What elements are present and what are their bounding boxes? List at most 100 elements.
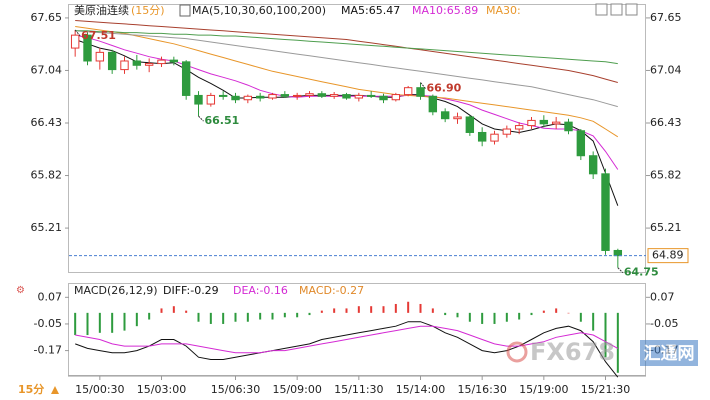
extreme-label: 64.75 [624, 266, 659, 279]
macd-bar [86, 312, 89, 336]
y-tick-label: 65.21 [31, 221, 63, 234]
macd-bar [592, 312, 595, 331]
macd-legend-entry: DIFF:-0.29 [163, 284, 219, 297]
candle-body [107, 51, 117, 71]
candle-body [231, 95, 240, 101]
macd-bar [271, 312, 274, 320]
extreme-pointer [198, 115, 204, 122]
watermark-brand: FX678 [530, 338, 615, 366]
last-price-box [647, 248, 689, 264]
toolbar-button[interactable] [625, 3, 638, 16]
indicator-icon[interactable] [179, 4, 191, 17]
moving-average-line [75, 30, 618, 65]
candle-body [292, 94, 302, 97]
candle-body [342, 94, 351, 99]
y-tick-label: 65.82 [31, 169, 63, 182]
macd-bar [222, 312, 225, 324]
macd-icon[interactable]: ⚙ [16, 285, 25, 296]
candle-body [576, 130, 586, 157]
candle-body [95, 51, 105, 62]
candle-body [317, 93, 327, 97]
candle-body [453, 116, 462, 120]
macd-bar [135, 312, 138, 327]
watermark-logo [506, 341, 528, 363]
macd-bar [197, 312, 200, 322]
y-tick-label: 67.04 [31, 63, 63, 76]
candle-body [132, 60, 142, 66]
candle-body [280, 94, 290, 97]
x-tick-label: 15/00:30 [75, 383, 124, 396]
extreme-pointer [74, 29, 81, 37]
watermark-badge [640, 340, 698, 366]
x-tick-label: 15/06:30 [211, 383, 260, 396]
period-button-label[interactable]: 15分 [18, 382, 44, 396]
extreme-pointer [420, 82, 426, 89]
y-tick-label-right: -0.05 [650, 317, 678, 330]
macd-bar [333, 308, 336, 313]
y-tick-label-right: 67.04 [650, 63, 682, 76]
macd-bar [505, 312, 508, 322]
y-tick-label: -0.17 [34, 344, 62, 357]
macd-bar [296, 312, 299, 318]
candle-body [440, 111, 450, 120]
candle-body [206, 94, 216, 105]
candle-body [502, 128, 512, 135]
macd-bar [98, 312, 101, 333]
candle-body [613, 249, 623, 257]
candle-body [564, 121, 573, 132]
toolbar-button[interactable] [610, 3, 623, 16]
macd-line [75, 325, 619, 354]
macd-bar [444, 312, 447, 316]
macd-title: MACD(26,12,9) [74, 284, 158, 297]
indicator-label: MA(5,10,30,60,100,200) [192, 4, 326, 17]
candle-body [465, 116, 475, 133]
macd-bar [259, 312, 262, 320]
moving-average-line [75, 20, 618, 83]
macd-bar [160, 308, 163, 313]
macd-bar [74, 312, 77, 336]
y-tick-label: 66.43 [31, 116, 63, 129]
candle-body [514, 125, 524, 130]
candle-body [268, 94, 277, 99]
macd-legend-entry: DEA:-0.16 [233, 284, 288, 297]
candle-body [366, 94, 376, 97]
candle-body [181, 61, 191, 96]
candle-body [490, 133, 499, 142]
macd-bar [283, 312, 286, 318]
macd-bar [481, 312, 484, 324]
candle-body [379, 95, 388, 101]
macd-bar [382, 306, 385, 313]
y-tick-label-right: 65.82 [650, 169, 682, 182]
macd-bar [419, 303, 422, 313]
period-button-arrow[interactable] [51, 386, 59, 394]
macd-bar [246, 312, 249, 322]
extreme-label: 66.90 [427, 82, 462, 95]
x-tick-label: 15/14:00 [396, 383, 445, 396]
x-tick-label: 15/16:30 [457, 383, 506, 396]
candle-body [329, 94, 339, 97]
price-panel-frame [68, 4, 646, 273]
candle-body [83, 34, 92, 62]
candle-body [305, 93, 314, 96]
legend-entry: MA5:65.47 [341, 4, 400, 17]
macd-bar [234, 312, 237, 322]
candle-body [403, 87, 413, 96]
y-tick-label: 67.65 [31, 11, 63, 24]
macd-bar [555, 308, 558, 313]
y-tick-label: 0.07 [38, 290, 63, 303]
macd-bar [468, 312, 471, 322]
macd-bar [493, 312, 496, 324]
macd-bar [542, 310, 545, 313]
candle-body [255, 95, 265, 99]
period-button[interactable]: 15分 [18, 382, 59, 396]
y-tick-label: -0.05 [34, 317, 62, 330]
macd-bar [456, 312, 459, 318]
macd-bar [111, 312, 114, 333]
macd-bar [345, 308, 348, 313]
macd-bar [567, 312, 570, 314]
macd-bar [370, 306, 373, 313]
macd-bar [604, 312, 607, 358]
candle-body [527, 119, 536, 127]
toolbar-button[interactable] [595, 3, 608, 16]
